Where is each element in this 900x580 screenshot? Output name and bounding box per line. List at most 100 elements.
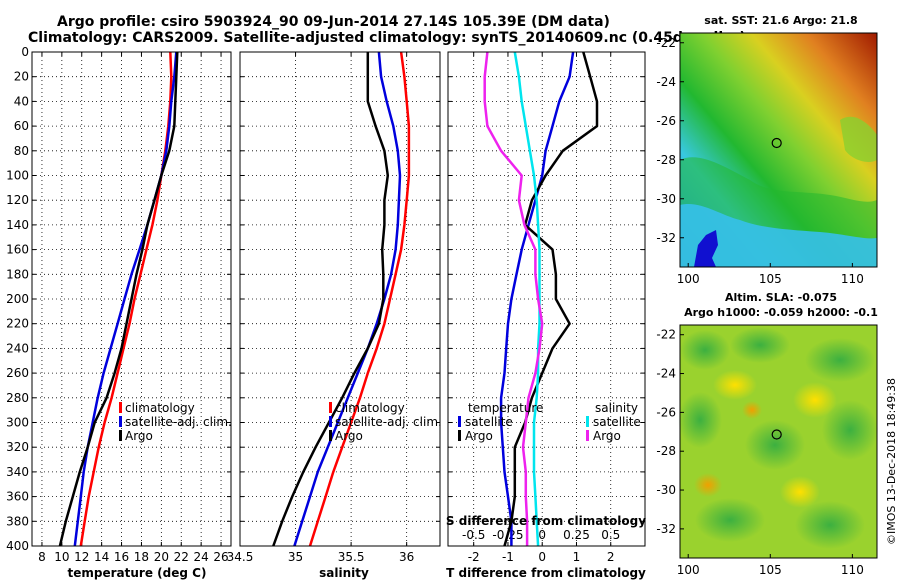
difference-xlabel-top: S difference from climatology	[446, 514, 646, 528]
x-tick-label: 10	[54, 550, 69, 564]
temperature-legend: climatology satellite-adj. clim. Argo	[119, 401, 232, 443]
y-tick-label: 380	[6, 514, 29, 528]
map-y-tick-label: -22	[656, 36, 676, 50]
y-tick-label: 180	[6, 267, 29, 281]
difference-xlabel: T difference from climatology	[446, 566, 646, 580]
map-y-tick-label: -30	[656, 192, 676, 206]
y-tick-label: 40	[14, 94, 29, 108]
sla-blob	[745, 420, 805, 470]
map-x-tick-label: 110	[841, 563, 864, 577]
x-tick-label: 24	[194, 550, 209, 564]
legend-title-temperature: temperature	[468, 401, 543, 415]
series-line-climatology	[308, 51, 411, 547]
sla-map-title-line1: Altim. SLA: -0.075	[725, 291, 837, 304]
x-tick-label: 22	[174, 550, 189, 564]
y-tick-label: 360	[6, 490, 29, 504]
map-y-tick-label: -30	[656, 483, 676, 497]
sst-map-axes: 100 105 110 -22 -24 -26 -28 -30 -32	[656, 36, 863, 286]
x-tick-label: 1	[573, 550, 581, 564]
legend-swatch-argo	[329, 430, 332, 441]
sla-blob	[730, 327, 790, 363]
x-tick-label: 2	[607, 550, 615, 564]
legend-swatch-argo	[119, 430, 122, 441]
sla-blob	[805, 338, 875, 382]
series-line-argo	[58, 51, 179, 547]
temperature-panel: 0 20 40 60 80 100 120 140 160 180 200 220 240 260 280 3…	[6, 45, 232, 564]
sla-map-axes: 100 105 110 -22 -24 -26 -28 -30 -32	[656, 328, 863, 577]
argo-location-marker	[771, 429, 782, 440]
sla-blob	[742, 401, 762, 419]
map-y-tick-label: -32	[656, 522, 676, 536]
x-tick-label: 35	[288, 550, 303, 564]
legend-label-argo: Argo	[335, 429, 363, 443]
salinity-panel: 34.5 35 35.5 36	[227, 51, 441, 564]
legend-swatch-temp-argo	[458, 430, 461, 441]
legend-label-satellite: satellite-adj. clim.	[335, 415, 442, 429]
sst-cold-patch	[694, 230, 718, 267]
x-tick-label: 18	[134, 550, 149, 564]
sla-blob	[795, 501, 865, 549]
y-tick-label: 80	[14, 144, 29, 158]
y-tick-label: 60	[14, 119, 29, 133]
figure-title-line1: Argo profile: csiro 5903924_90 09-Jun-20…	[57, 14, 610, 30]
panel-frame	[239, 51, 441, 547]
legend-title-salinity: salinity	[595, 401, 638, 415]
figure-title-line2: Climatology: CARS2009. Satellite-adjuste…	[28, 30, 746, 46]
y-tick-label: 240	[6, 341, 29, 355]
sst-map-frame	[679, 32, 878, 268]
x-tick-label: 16	[114, 550, 129, 564]
legend-label-argo: Argo	[125, 429, 153, 443]
y-tick-label: 120	[6, 193, 29, 207]
y-tick-label: 260	[6, 366, 29, 380]
x-tick-label: 36	[399, 550, 414, 564]
legend-swatch-climatology	[119, 402, 122, 413]
x-tick-label-salinity: 0.5	[601, 528, 620, 542]
y-tick-label: 300	[6, 416, 29, 430]
y-tick-label: 0	[21, 45, 29, 59]
sla-map-frame	[679, 324, 878, 559]
legend-swatch-satellite	[119, 416, 122, 427]
legend-label-climatology: climatology	[335, 401, 405, 415]
x-tick-label: 8	[38, 550, 46, 564]
map-x-tick-label: 100	[677, 272, 700, 286]
difference-panel: -2 -1 0 1 2-0.5 -0.25 0 0.25 0.5	[447, 51, 646, 564]
x-tick-label-salinity: 0.25	[563, 528, 590, 542]
legend-swatch-temp-satellite	[458, 416, 461, 427]
legend-label-sal-argo: Argo	[593, 429, 621, 443]
series-line-salinity-satellite	[513, 51, 541, 547]
difference-legend-salinity: salinity satellite Argo	[586, 401, 641, 443]
y-tick-label: 280	[6, 391, 29, 405]
legend-swatch-sal-satellite	[586, 416, 589, 427]
argo-location-marker	[771, 137, 782, 149]
sst-map	[679, 32, 878, 268]
sla-blob	[695, 498, 765, 542]
footer-stamp: ©IMOS 13-Dec-2018 18:49:38	[885, 378, 898, 545]
y-tick-label: 140	[6, 218, 29, 232]
sla-blob	[780, 476, 820, 508]
series-line-argo	[272, 52, 390, 547]
map-y-tick-label: -32	[656, 231, 676, 245]
map-y-tick-label: -24	[656, 75, 676, 89]
y-tick-label: 160	[6, 243, 29, 257]
x-tick-label: 14	[94, 550, 109, 564]
x-tick-label-salinity: 0	[538, 528, 546, 542]
x-tick-label: 35.5	[338, 550, 365, 564]
panel-frame	[447, 51, 646, 547]
legend-label-temp-argo: Argo	[465, 429, 493, 443]
sla-blob	[694, 473, 722, 497]
x-tick-label: 12	[74, 550, 89, 564]
legend-label-temp-satellite: satellite	[465, 415, 513, 429]
y-tick-label: 200	[6, 292, 29, 306]
legend-label-satellite: satellite-adj. clim.	[125, 415, 232, 429]
sla-map	[678, 324, 878, 559]
map-x-tick-label: 105	[759, 563, 782, 577]
map-y-tick-label: -24	[656, 367, 676, 381]
sst-warm-patch	[840, 116, 877, 162]
x-tick-label: -2	[468, 550, 480, 564]
series-line-climatology	[79, 51, 173, 547]
map-y-tick-label: -28	[656, 444, 676, 458]
x-tick-label: 20	[154, 550, 169, 564]
panel-frame	[31, 51, 232, 547]
difference-legend-temperature: temperature satellite Argo	[458, 401, 543, 443]
